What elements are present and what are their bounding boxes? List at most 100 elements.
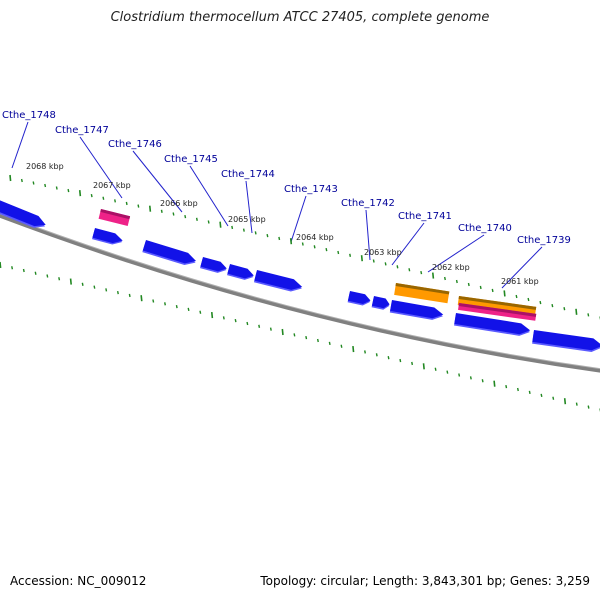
upper-ruler-tick — [254, 231, 257, 235]
rna-feature-1741-edge — [395, 283, 450, 295]
upper-ruler-tick — [195, 217, 198, 221]
upper-ruler-tick — [32, 181, 35, 185]
lower-ruler-tick — [505, 384, 508, 389]
lower-ruler-tick — [375, 353, 378, 357]
gene-arrow-1745-body — [200, 257, 227, 272]
gene-label-cthe-1743[interactable]: Cthe_1743 — [284, 184, 338, 195]
lower-ruler-tick — [11, 266, 14, 270]
lower-ruler-tick — [352, 346, 355, 353]
gene-label-cthe-1740[interactable]: Cthe_1740 — [458, 223, 512, 234]
gene-label-cthe-1746[interactable]: Cthe_1746 — [108, 139, 162, 150]
leader-line — [427, 234, 485, 273]
backbone-arc — [0, 213, 600, 373]
upper-ruler-tick — [148, 205, 152, 212]
rna-feature-1747 — [98, 209, 131, 226]
upper-ruler-tick — [301, 242, 304, 246]
gene-label-cthe-1744[interactable]: Cthe_1744 — [221, 169, 275, 180]
upper-ruler-tick — [455, 279, 458, 284]
leader-line — [189, 165, 229, 227]
lower-ruler-tick — [128, 293, 131, 298]
upper-ruler-tick — [515, 294, 518, 299]
lower-ruler-tick — [387, 356, 390, 360]
upper-ruler-tick — [372, 259, 375, 263]
scale-tick-label: 2064 kbp — [296, 233, 334, 242]
gene-arrow-1742a-body — [347, 291, 371, 304]
upper-ruler-tick — [125, 201, 128, 206]
rna-feature-1740b — [458, 303, 537, 321]
scale-tick-label: 2068 kbp — [26, 162, 64, 171]
gene-label-cthe-1748[interactable]: Cthe_1748 — [2, 110, 56, 121]
upper-ruler-tick — [78, 190, 82, 197]
leader-line — [11, 121, 29, 169]
lower-ruler-tick — [540, 393, 543, 397]
gene-arrow-1744 — [227, 264, 254, 280]
lower-ruler-tick — [69, 278, 72, 285]
scale-tick-label: 2063 kbp — [364, 248, 402, 257]
lower-ruler-tick — [481, 379, 484, 383]
lower-ruler-tick — [305, 336, 308, 340]
lower-ruler-tick — [58, 277, 61, 281]
lower-ruler-tick — [0, 261, 2, 269]
lower-ruler-tick — [364, 350, 366, 354]
upper-ruler-tick — [184, 215, 187, 219]
upper-ruler-tick — [443, 276, 446, 281]
gene-arrow-1743-body — [254, 270, 303, 290]
gene-label-cthe-1741[interactable]: Cthe_1741 — [398, 211, 452, 222]
gene-label-cthe-1739[interactable]: Cthe_1739 — [517, 235, 571, 246]
scale-tick-label: 2066 kbp — [160, 199, 198, 208]
leader-line — [245, 180, 253, 234]
gene-arrow-1740 — [454, 313, 531, 336]
lower-ruler-tick — [328, 341, 331, 346]
lower-ruler-tick — [411, 361, 414, 366]
upper-ruler-tick — [9, 174, 12, 182]
upper-ruler-tick — [491, 288, 494, 293]
rna-feature-1747-edge — [100, 209, 131, 220]
accession-text: Accession: NC_009012 — [10, 574, 147, 588]
upper-ruler-tick — [420, 271, 423, 275]
leader-line — [132, 150, 183, 213]
upper-ruler-tick — [539, 300, 542, 305]
upper-ruler-tick — [313, 245, 316, 249]
lower-ruler-tick — [493, 380, 496, 387]
leader-line — [79, 136, 123, 199]
gene-labels[interactable]: Cthe_1748Cthe_1747Cthe_1746Cthe_1745Cthe… — [2, 110, 571, 246]
lower-ruler-tick — [187, 307, 190, 312]
leader-line — [365, 209, 371, 261]
upper-ruler-tick — [172, 212, 175, 216]
upper-ruler-tick — [44, 183, 47, 188]
rna-feature-1740b-edge — [458, 303, 537, 317]
lower-ruler-tick — [105, 288, 108, 292]
rna-feature-1741 — [394, 283, 450, 304]
lower-ruler-tick — [199, 310, 202, 314]
lower-ruler-tick — [563, 398, 567, 405]
gene-label-cthe-1747[interactable]: Cthe_1747 — [55, 125, 109, 136]
upper-ruler-tick — [207, 220, 210, 224]
scale-ticks: 2068 kbp 2067 kbp 2066 kbp 2065 kbp 2064 kbp… — [0, 162, 600, 412]
gene-label-cthe-1742[interactable]: Cthe_1742 — [341, 198, 395, 209]
lower-ruler-tick — [116, 291, 119, 295]
upper-ruler-tick — [360, 255, 363, 262]
lower-ruler-tick — [81, 282, 84, 286]
gene-arrow-1742a — [347, 291, 371, 306]
lower-ruler-tick — [210, 311, 214, 319]
gene-arrow-1742b — [371, 296, 390, 310]
upper-ruler-tick — [278, 236, 281, 241]
scale-tick-label: 2065 kbp — [228, 215, 266, 224]
gene-arrow-1746 — [142, 240, 197, 265]
gene-label-cthe-1745[interactable]: Cthe_1745 — [164, 154, 218, 165]
upper-ruler-tick — [408, 268, 411, 272]
gene-arrow-1739 — [532, 330, 600, 353]
gene-arrow-1747b-body — [92, 228, 123, 244]
gene-arrow-1739-body — [532, 330, 600, 351]
upper-ruler-tick — [102, 196, 105, 200]
scale-tick-label: 2062 kbp — [432, 263, 470, 272]
rna-feature-1740-edge — [458, 296, 537, 310]
upper-ruler-tick — [137, 204, 140, 208]
upper-ruler-tick — [431, 272, 435, 279]
lower-ruler-tick — [575, 402, 578, 406]
leader-line — [290, 195, 307, 243]
lower-ruler-tick — [46, 274, 49, 278]
upper-ruler-tick — [396, 265, 399, 269]
lower-ruler-tick — [164, 302, 166, 306]
